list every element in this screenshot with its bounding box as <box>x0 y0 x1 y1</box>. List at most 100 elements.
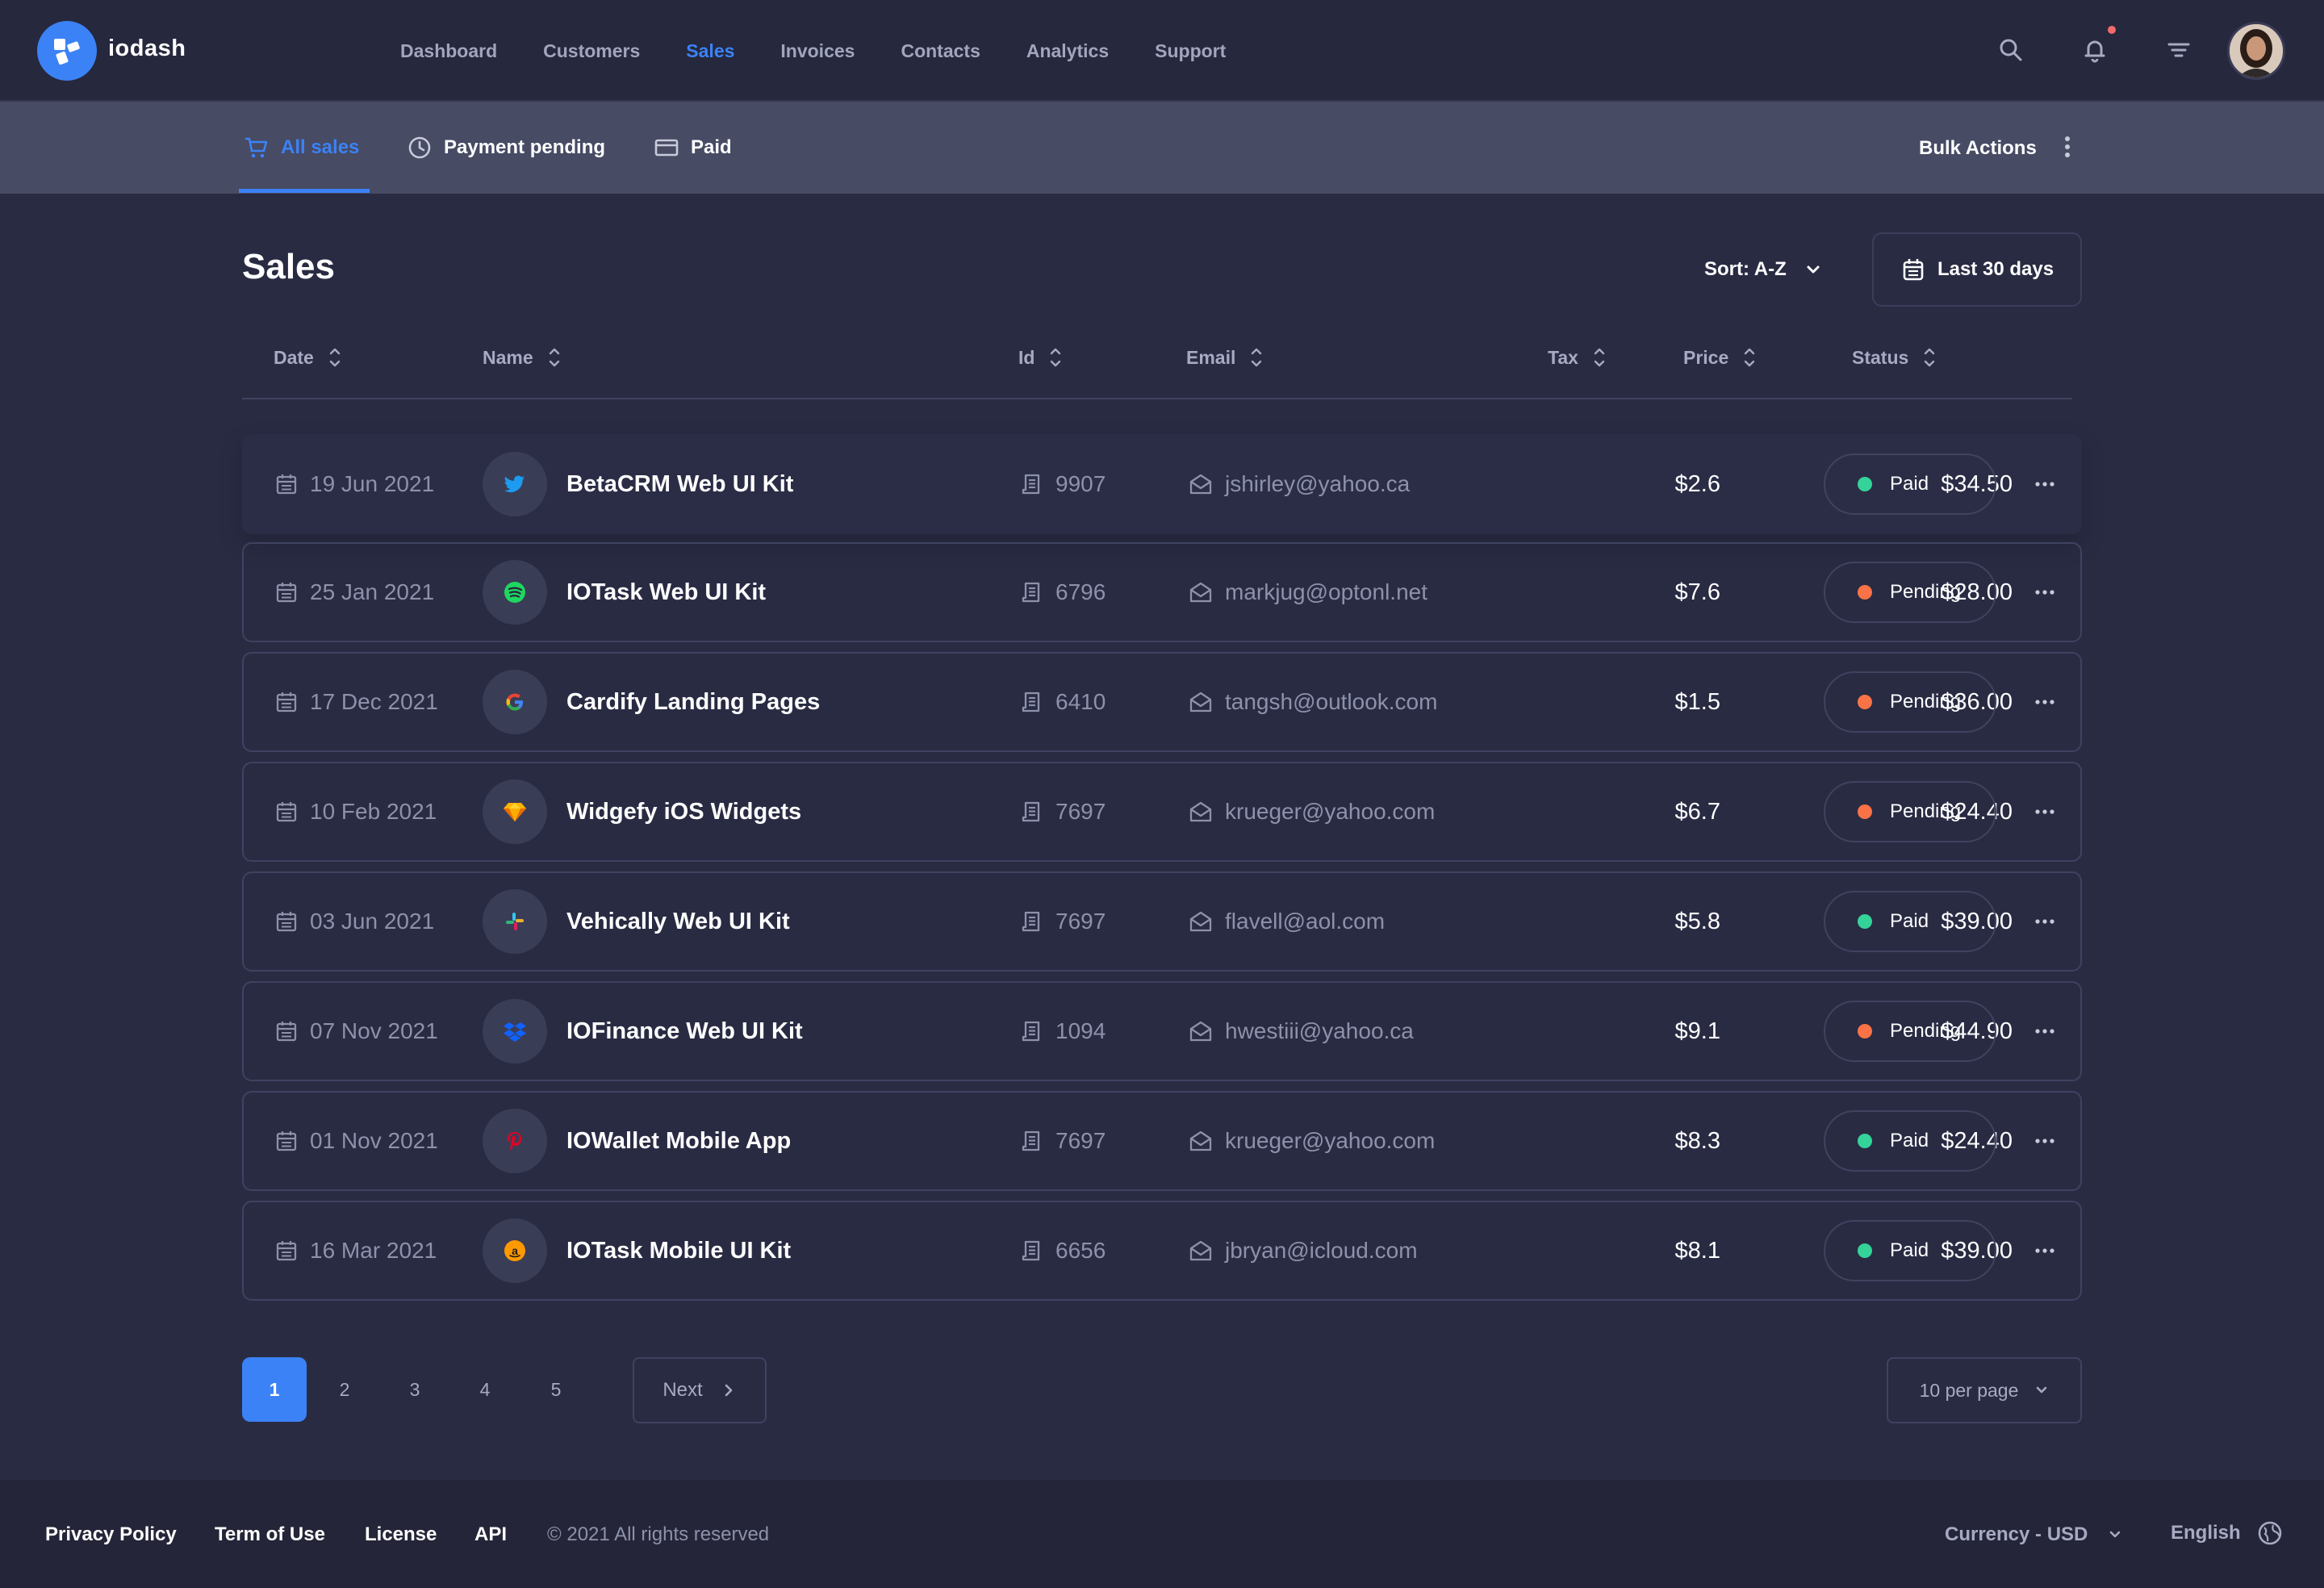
page-title: Sales <box>242 247 335 286</box>
row-actions-button[interactable] <box>2032 579 2058 609</box>
per-page-select[interactable]: 10 per page <box>1887 1357 2082 1423</box>
page-button-1[interactable]: 1 <box>242 1357 307 1422</box>
column-header-label: Email <box>1186 346 1236 368</box>
page-button-5[interactable]: 5 <box>550 1378 562 1400</box>
product-name[interactable]: IOFinance Web UI Kit <box>566 1018 803 1044</box>
email-text[interactable]: hwestiii@yahoo.ca <box>1225 1018 1414 1043</box>
sort-dropdown[interactable]: Sort: A-Z <box>1704 258 1822 281</box>
date-range-button[interactable]: Last 30 days <box>1872 232 2082 307</box>
column-header-name[interactable]: Name <box>483 345 561 370</box>
nav-item-sales[interactable]: Sales <box>686 40 735 61</box>
column-header-label: Id <box>1018 346 1035 368</box>
date-cell: 19 Jun 2021 <box>274 436 434 533</box>
email-text[interactable]: markjug@optonl.net <box>1225 579 1428 604</box>
language-label: English <box>2171 1522 2241 1544</box>
pinterest-icon <box>483 1109 547 1173</box>
language-select[interactable]: English <box>2171 1520 2283 1546</box>
nav-item-support[interactable]: Support <box>1155 40 1227 61</box>
product-name[interactable]: Widgefy iOS Widgets <box>566 798 802 825</box>
product-name[interactable]: BetaCRM Web UI Kit <box>566 470 794 497</box>
tab-paid[interactable]: Paid <box>654 102 732 194</box>
more-horizontal-icon <box>2035 700 2054 704</box>
column-header-status[interactable]: Status <box>1852 345 1936 370</box>
bell-icon[interactable] <box>2080 36 2109 65</box>
product-name[interactable]: IOTask Web UI Kit <box>566 579 767 605</box>
sort-icon <box>1252 348 1262 367</box>
footer-link-terms[interactable]: Term of Use <box>215 1523 325 1545</box>
product-name[interactable]: Vehically Web UI Kit <box>566 908 790 934</box>
currency-select[interactable]: Currency - USD <box>1945 1523 2123 1546</box>
iodash-logo-icon[interactable] <box>37 21 97 81</box>
page-button-3[interactable]: 3 <box>409 1378 420 1400</box>
table-row[interactable]: 16 Mar 2021 a IOTask Mobile UI Kit 6656 jbry… <box>242 1201 2082 1301</box>
product-name[interactable]: Cardify Landing Pages <box>566 688 821 715</box>
column-header-price[interactable]: Price <box>1683 345 1756 370</box>
email-text[interactable]: jshirley@yahoo.ca <box>1225 471 1411 496</box>
status-badge[interactable]: Pending <box>1824 781 1996 842</box>
status-badge[interactable]: Pending <box>1824 671 1996 733</box>
column-header-email[interactable]: Email <box>1186 345 1263 370</box>
page-button-4[interactable]: 4 <box>479 1378 491 1400</box>
more-vertical-icon[interactable] <box>2061 134 2074 164</box>
sort-icon <box>1925 348 1935 367</box>
row-actions-button[interactable] <box>2032 799 2058 829</box>
nav-item-invoices[interactable]: Invoices <box>780 40 855 61</box>
tab-all-sales[interactable]: All sales <box>244 102 359 194</box>
next-page-button[interactable]: Next <box>633 1357 767 1423</box>
sort-icon <box>1594 348 1605 367</box>
brand-name[interactable]: iodash <box>108 36 186 61</box>
id-cell: 7697 <box>1020 873 1106 970</box>
table-row[interactable]: 25 Jan 2021 IOTask Web UI Kit 6796 markjug@… <box>242 542 2082 642</box>
footer-link-license[interactable]: License <box>365 1523 437 1545</box>
email-text[interactable]: jbryan@icloud.com <box>1225 1238 1418 1263</box>
filter-icon[interactable] <box>2164 36 2193 65</box>
nav-item-contacts[interactable]: Contacts <box>901 40 980 61</box>
id-cell: 6796 <box>1020 544 1106 641</box>
calendar-icon <box>276 912 297 932</box>
email-text[interactable]: krueger@yahoo.com <box>1225 1128 1436 1153</box>
table-row[interactable]: 03 Jun 2021 Vehically Web UI Kit 7697 flave… <box>242 871 2082 972</box>
date-range-label: Last 30 days <box>1937 258 2054 280</box>
status-badge[interactable]: Pending <box>1824 1001 1996 1062</box>
column-header-tax[interactable]: Tax <box>1548 345 1606 370</box>
row-actions-button[interactable] <box>2032 1128 2058 1158</box>
status-dot <box>1858 477 1872 491</box>
nav-item-analytics[interactable]: Analytics <box>1026 40 1110 61</box>
table-row[interactable]: 17 Dec 2021 Cardify Landing Pages 6410 tang… <box>242 652 2082 752</box>
email-text[interactable]: tangsh@outlook.com <box>1225 689 1438 714</box>
user-avatar[interactable] <box>2227 22 2285 80</box>
status-text: Pending <box>1890 1020 1962 1042</box>
table-row[interactable]: 10 Feb 2021 Widgefy iOS Widgets 7697 kruege… <box>242 762 2082 862</box>
row-actions-button[interactable] <box>2032 471 2058 501</box>
search-icon[interactable] <box>1996 36 2025 65</box>
more-horizontal-icon <box>2035 590 2054 595</box>
row-actions-button[interactable] <box>2032 1018 2058 1048</box>
table-row[interactable]: 07 Nov 2021 IOFinance Web UI Kit 1094 hwest… <box>242 981 2082 1081</box>
table-row[interactable]: 01 Nov 2021 IOWallet Mobile App 7697 kruege… <box>242 1091 2082 1191</box>
row-actions-button[interactable] <box>2032 1238 2058 1268</box>
email-text[interactable]: krueger@yahoo.com <box>1225 799 1436 824</box>
status-badge[interactable]: Paid <box>1824 1220 1996 1281</box>
email-text[interactable]: flavell@aol.com <box>1225 909 1386 934</box>
row-actions-button[interactable] <box>2032 909 2058 938</box>
nav-item-dashboard[interactable]: Dashboard <box>400 40 498 61</box>
footer-link-privacy[interactable]: Privacy Policy <box>45 1523 177 1545</box>
product-name[interactable]: IOTask Mobile UI Kit <box>566 1237 792 1264</box>
table-row[interactable]: 19 Jun 2021 BetaCRM Web UI Kit 9907 jshirle… <box>242 434 2082 534</box>
status-text: Pending <box>1890 581 1962 603</box>
status-badge[interactable]: Paid <box>1824 453 1996 515</box>
row-actions-button[interactable] <box>2032 689 2058 719</box>
status-badge[interactable]: Pending <box>1824 562 1996 623</box>
footer-link-api[interactable]: API <box>474 1523 508 1545</box>
status-dot <box>1858 695 1872 709</box>
nav-item-customers[interactable]: Customers <box>543 40 641 61</box>
page-button-2[interactable]: 2 <box>339 1378 350 1400</box>
date-text: 25 Jan 2021 <box>310 579 435 604</box>
tab-payment-pending[interactable]: Payment pending <box>407 102 605 194</box>
column-header-id[interactable]: Id <box>1018 345 1062 370</box>
status-badge[interactable]: Paid <box>1824 1110 1996 1172</box>
product-name[interactable]: IOWallet Mobile App <box>566 1127 792 1154</box>
status-badge[interactable]: Paid <box>1824 891 1996 952</box>
bulk-actions-button[interactable]: Bulk Actions <box>1919 137 2037 159</box>
column-header-date[interactable]: Date <box>274 345 341 370</box>
